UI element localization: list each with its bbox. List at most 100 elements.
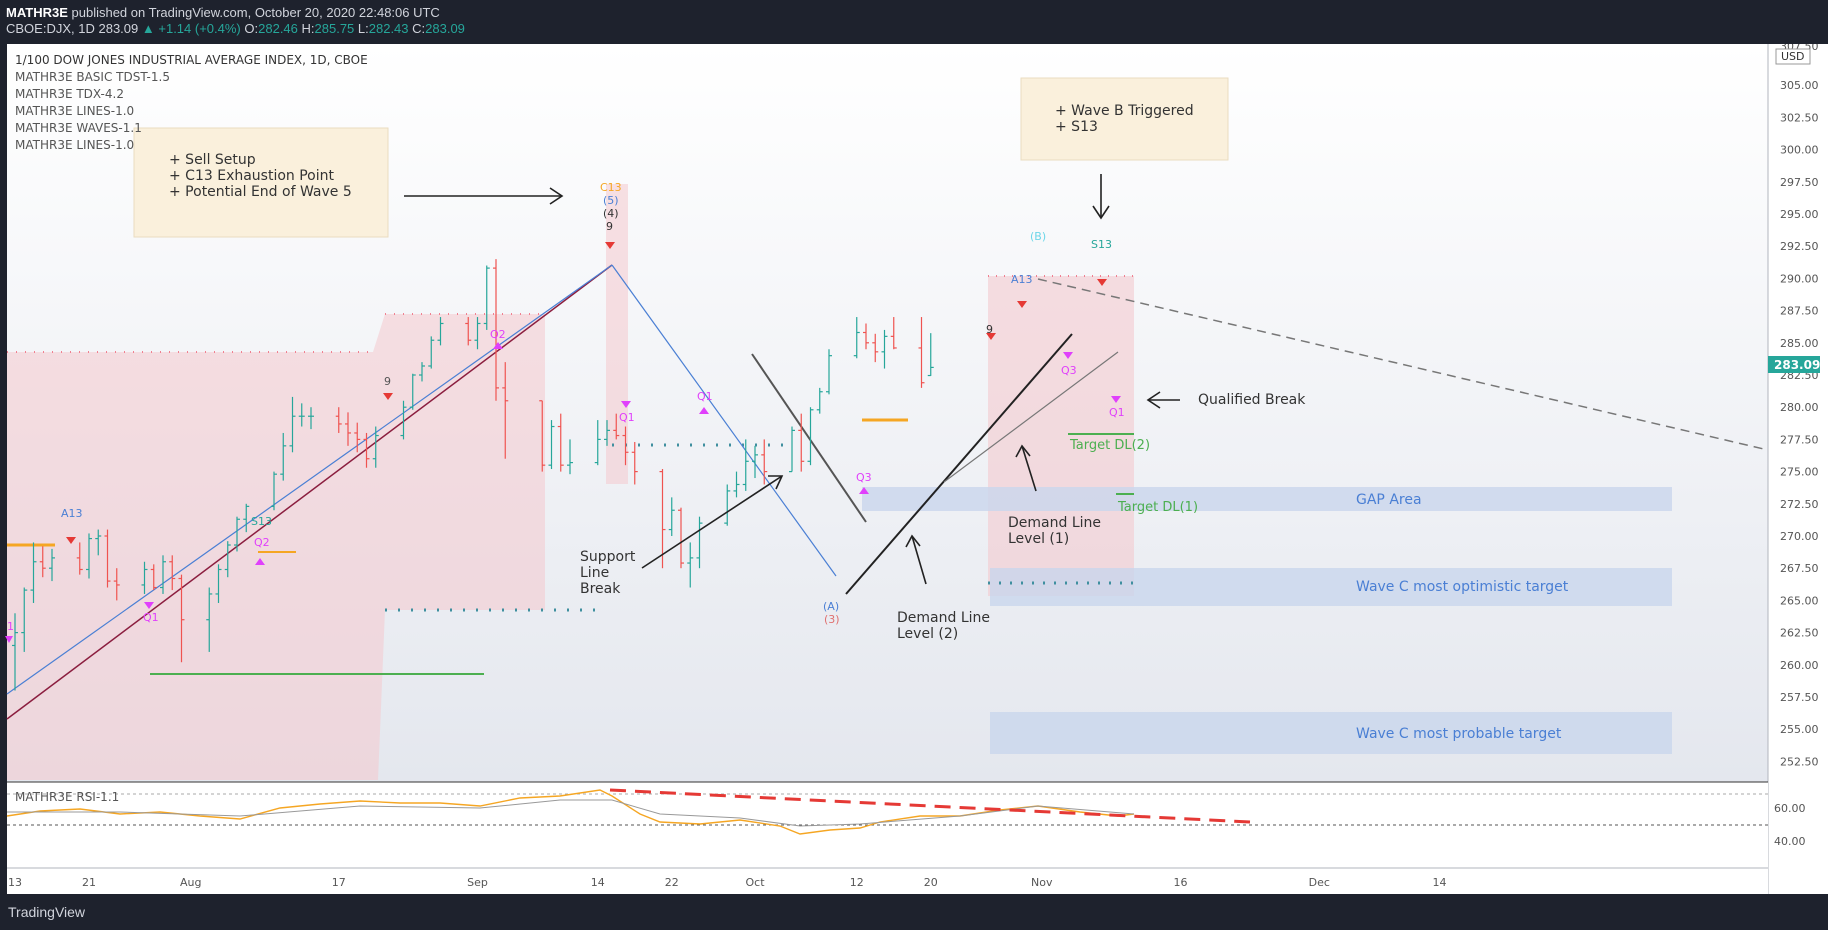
dashed-trend-line xyxy=(1037,278,1769,451)
legend-main[interactable]: 1/100 DOW JONES INDUSTRIAL AVERAGE INDEX… xyxy=(15,53,368,67)
price-tick-label: 275.00 xyxy=(1780,466,1819,479)
symbol-label[interactable]: CBOE:DJX, 1D xyxy=(6,21,95,36)
legend-lines[interactable]: MATHR3E LINES-1.0 xyxy=(15,104,134,118)
wave-line-red xyxy=(6,264,613,720)
sell-setup-line-2: + C13 Exhaustion Point xyxy=(169,168,335,184)
magenta-down-arrow-icon xyxy=(144,602,154,609)
gap-area-zone xyxy=(862,487,1672,511)
change-value: +1.14 (+0.4%) xyxy=(158,21,241,36)
time-tick-label: Sep xyxy=(467,876,488,889)
magenta-up-arrow-icon xyxy=(255,558,265,565)
demand-line-1-line-2: Level (1) xyxy=(1008,531,1069,547)
close-value: 283.09 xyxy=(425,21,465,36)
tradingview-logo[interactable]: TradingView xyxy=(8,904,86,920)
gap-area-label: GAP Area xyxy=(1356,492,1422,508)
rsi-label[interactable]: MATHR3E RSI-1.1 xyxy=(15,790,119,804)
time-tick-label: 12 xyxy=(850,876,864,889)
rsi-tick-60: 60.00 xyxy=(1774,802,1806,815)
marker-nine-top: 9 xyxy=(606,220,613,233)
qualified-break-label: Qualified Break xyxy=(1198,392,1306,408)
time-tick-label: 21 xyxy=(82,876,96,889)
magenta-up-arrow-icon xyxy=(859,487,869,494)
magenta-down-arrow-icon xyxy=(1111,396,1121,403)
wave-b-line-2: + S13 xyxy=(1055,119,1098,135)
arrow-support-break-head xyxy=(768,475,784,490)
publisher-name[interactable]: MATHR3E xyxy=(6,5,68,20)
time-tick-label: 17 xyxy=(332,876,346,889)
price-tick-label: 272.50 xyxy=(1780,498,1819,511)
legend-tdx[interactable]: MATHR3E TDX-4.2 xyxy=(15,87,124,101)
time-tick-label: Nov xyxy=(1031,876,1053,889)
support-break-line-1: Support xyxy=(580,549,636,565)
price-tick-label: 290.00 xyxy=(1780,272,1819,285)
legend-waves[interactable]: MATHR3E WAVES-1.1 xyxy=(15,121,142,135)
marker-wave-4: (4) xyxy=(603,207,619,220)
rsi-divergence-line xyxy=(609,788,1251,824)
marker-wave-5: (5) xyxy=(603,194,619,207)
support-break-line-3: Break xyxy=(580,581,621,597)
price-tick-label: 270.00 xyxy=(1780,530,1819,543)
wave-line-blue-up xyxy=(6,264,613,695)
time-tick-label: 22 xyxy=(665,876,679,889)
price-tick-label: 302.50 xyxy=(1780,111,1819,124)
arrow-demand-2 xyxy=(911,535,927,585)
footer-bar: TradingView xyxy=(0,894,1828,930)
open-label: O: xyxy=(244,21,259,36)
setup-zone-c13 xyxy=(606,184,628,484)
demand-line-1-line-1: Demand Line xyxy=(1008,515,1101,531)
currency-label: USD xyxy=(1781,50,1805,63)
price-tick-label: 300.00 xyxy=(1780,144,1819,157)
marker-c13: C13 xyxy=(600,181,622,194)
marker-a13-left: A13 xyxy=(61,507,83,520)
price-chart[interactable]: C13 (5) (4) 9 9 9 A13 S13 Q2 Q1 Q2 Q1 Q1… xyxy=(0,44,1828,894)
price-tick-label: 297.50 xyxy=(1780,176,1819,189)
time-axis[interactable] xyxy=(7,868,1768,894)
magenta-down-arrow-icon xyxy=(1063,352,1073,359)
price-axis[interactable]: 252.50 255.00 257.50 260.00 262.50 265.00 267.… xyxy=(1780,79,1819,768)
low-label: L: xyxy=(357,21,369,36)
rsi-pane xyxy=(7,782,1768,868)
time-tick-label: 16 xyxy=(1174,876,1188,889)
price-tick-label: 252.50 xyxy=(1780,755,1819,768)
marker-nine-left: 9 xyxy=(384,375,391,388)
rsi-line-orange xyxy=(6,789,1135,835)
wave-c-optimistic-label: Wave C most optimistic target xyxy=(1356,579,1569,595)
last-price-badge xyxy=(1768,356,1820,373)
marker-q2-mid: Q2 xyxy=(490,328,506,341)
marker-q2-left: Q2 xyxy=(254,536,270,549)
marker-s13-left: S13 xyxy=(251,515,272,528)
wave-c-probable-label: Wave C most probable target xyxy=(1356,726,1562,742)
red-down-arrow-icon xyxy=(66,537,76,544)
marker-wave-3: (3) xyxy=(824,613,840,626)
demand-line-2-line-1: Demand Line xyxy=(897,610,990,626)
wave-b-box xyxy=(1020,77,1229,161)
wave-c-probable-zone xyxy=(990,712,1672,754)
last-price-label: 283.09 xyxy=(1774,358,1820,372)
marker-q3-right: Q3 xyxy=(1061,364,1077,377)
price-tick-label: 280.00 xyxy=(1780,401,1819,414)
change-arrow-icon: ▲ xyxy=(141,21,155,36)
target-dl1-label: Target DL(1) xyxy=(1117,500,1198,515)
sell-setup-line-3: + Potential End of Wave 5 xyxy=(169,184,352,200)
target-dl2-label: Target DL(2) xyxy=(1069,438,1150,453)
sell-setup-line-1: + Sell Setup xyxy=(169,152,256,168)
rsi-line-grey xyxy=(7,799,1135,827)
time-tick-label: Aug xyxy=(180,876,201,889)
price-tick-label: 295.00 xyxy=(1780,208,1819,221)
legend-lines-2[interactable]: MATHR3E LINES-1.0 xyxy=(15,138,134,152)
marker-q1-right: Q1 xyxy=(1109,406,1125,419)
signal-markers xyxy=(5,242,1121,643)
legend-tdst[interactable]: MATHR3E BASIC TDST-1.5 xyxy=(15,70,170,84)
marker-q1-mid: Q1 xyxy=(619,411,635,424)
demand-line-1 xyxy=(943,351,1119,483)
price-tick-label: 257.50 xyxy=(1780,691,1819,704)
demand-line-2 xyxy=(845,333,1073,595)
red-down-arrow-icon xyxy=(1097,279,1107,286)
ohlc-line: CBOE:DJX, 1D 283.09 ▲ +1.14 (+0.4%) O:28… xyxy=(6,21,465,36)
marker-nine-right: 9 xyxy=(986,323,993,336)
price-tick-label: 292.50 xyxy=(1780,240,1819,253)
arrow-demand-1-head xyxy=(1015,444,1031,458)
price-tick-label: 255.00 xyxy=(1780,723,1819,736)
support-break-line-2: Line xyxy=(580,565,609,581)
price-tick-label: 265.00 xyxy=(1780,594,1819,607)
